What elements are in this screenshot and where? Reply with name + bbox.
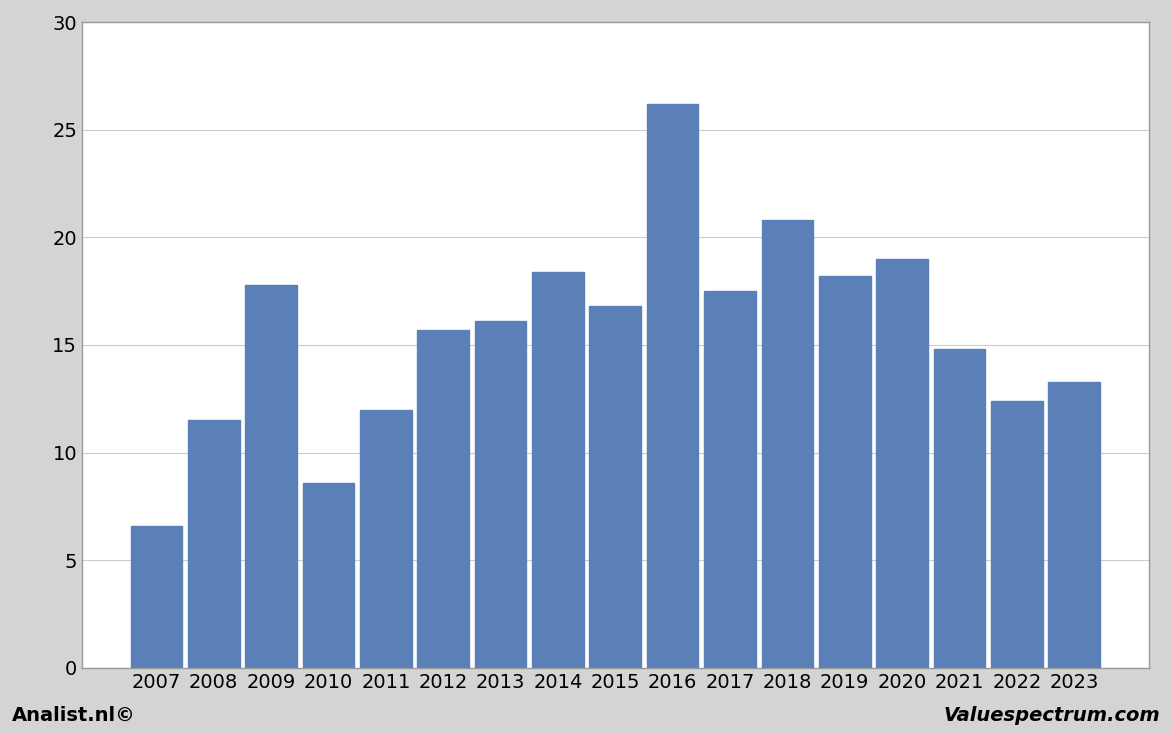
Bar bbox=[130, 526, 182, 668]
Bar bbox=[590, 306, 641, 668]
Bar bbox=[532, 272, 584, 668]
Bar bbox=[1049, 382, 1101, 668]
Bar bbox=[934, 349, 986, 668]
Bar bbox=[360, 410, 411, 668]
Bar bbox=[188, 421, 239, 668]
Text: Valuespectrum.com: Valuespectrum.com bbox=[943, 706, 1160, 725]
Bar bbox=[704, 291, 756, 668]
Bar bbox=[475, 321, 526, 668]
Bar bbox=[762, 220, 813, 668]
Bar bbox=[992, 401, 1043, 668]
Bar bbox=[302, 483, 354, 668]
Bar bbox=[819, 276, 871, 668]
Bar bbox=[417, 330, 469, 668]
Bar bbox=[647, 103, 699, 668]
Bar bbox=[245, 285, 297, 668]
Bar bbox=[877, 259, 928, 668]
Text: Analist.nl©: Analist.nl© bbox=[12, 706, 136, 725]
